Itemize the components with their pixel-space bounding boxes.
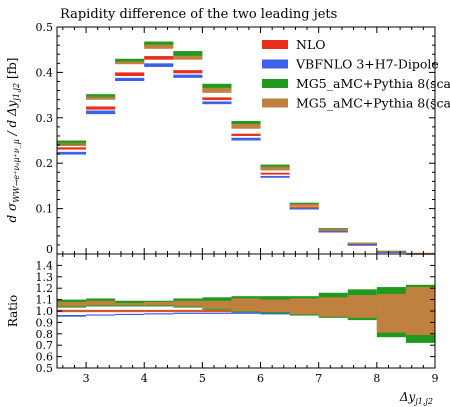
main-y-tick-label: 0.2 [36,157,54,170]
legend-swatch-2 [262,79,288,88]
main-panel-bands [57,41,435,255]
x-axis-label: Δyj1,j2 [399,390,433,406]
ratio-band-series-1-bin-1 [86,314,116,316]
x-tick-label: 5 [199,372,206,385]
legend-swatch-3 [262,98,288,108]
ratio-band-series-3-bin-3 [144,301,174,306]
ratio-band-series-1-bin-4 [173,312,203,314]
x-tick-label: 8 [373,372,380,385]
ratio-band-series-1-bin-7 [260,312,290,315]
main-y-axis: 0.1 0.2 0.3 0.4 0.5 0 [36,21,435,256]
svg-text:d σWW→e⁺νₑμ⁺ν_μ / d Δyj1,j2 [f: d σWW→e⁺νₑμ⁺ν_μ / d Δyj1,j2 [fb] [5,58,21,223]
ratio-y-tick-label: 1.4 [36,259,54,272]
ratio-band-series-3-bin-9 [318,297,348,317]
x-tick-label: 7 [315,372,322,385]
ratio-y-axis: 0.50.60.70.80.91.01.11.21.31.4 [36,259,435,375]
ratio-y-tick-label: 0.7 [36,339,54,352]
main-panel-lines [57,43,435,255]
band-series-2-bin-0 [57,140,87,146]
ratio-band-series-3-bin-5 [202,300,232,309]
band-series-3-bin-5 [202,87,232,93]
band-series-3-bin-6 [231,123,261,129]
legend-swatch-1 [262,59,288,69]
ratio-band-series-1-bin-6 [231,312,261,314]
main-y-zero-label: 0 [46,243,53,256]
ratio-y-tick-label: 1.1 [36,294,54,307]
ratio-band-series-3-bin-6 [231,298,261,311]
legend: NLO VBFNLO 3+H7-Dipole MG5_aMC+Pythia 8(sc… [262,37,450,111]
x-axis: 3 4 5 6 7 8 9 [62,27,439,385]
ratio-band-series-3-bin-10 [347,295,377,318]
band-series-3-bin-8 [289,203,319,207]
ratio-band-series-3-bin-0 [57,301,87,307]
main-y-tick-label: 0.4 [36,66,54,79]
band-series-3-bin-4 [173,55,203,60]
ratio-band-series-3-bin-8 [289,298,319,315]
x-tick-label: 9 [432,372,439,385]
ratio-band-series-1-bin-5 [202,312,232,314]
chart-title: Rapidity difference of the two leading j… [60,7,337,22]
ratio-panel-bands [57,284,435,343]
band-series-3-bin-9 [318,229,348,232]
ratio-y-label: Ratio [6,295,20,327]
ratio-y-tick-label: 1.0 [36,305,54,318]
ratio-band-series-1-bin-3 [144,313,174,315]
ratio-band-series-1-bin-2 [115,313,145,316]
ratio-band-series-3-bin-2 [115,303,145,306]
ratio-y-tick-label: 0.6 [36,351,54,364]
ratio-y-tick-label: 0.8 [36,328,54,341]
ratio-y-tick-label: 1.2 [36,282,54,295]
legend-swatch-0 [262,40,288,49]
legend-label-2: MG5_aMC+Pythia 8(scale [296,76,450,91]
ratio-band-series-3-bin-7 [260,299,290,313]
band-series-3-bin-3 [144,44,174,49]
x-tick-label: 3 [83,372,90,385]
ratio-band-series-3-bin-4 [173,300,203,307]
legend-label-3: MG5_aMC+Pythia 8(scale [296,96,450,111]
ratio-y-tick-label: 0.5 [36,362,54,375]
x-tick-label: 6 [257,372,264,385]
ratio-band-series-1-bin-0 [57,314,87,317]
ratio-band-series-3-bin-11 [376,293,406,333]
ratio-y-tick-label: 1.3 [36,271,54,284]
ratio-band-series-3-bin-1 [86,300,116,306]
main-y-tick-label: 0.3 [36,112,54,125]
legend-label-0: NLO [296,37,326,52]
ratio-y-tick-label: 0.9 [36,316,54,329]
main-y-tick-label: 0.1 [36,203,54,216]
legend-label-1: VBFNLO 3+H7-Dipole [295,57,439,72]
x-tick-label: 4 [141,372,148,385]
band-series-2-bin-4 [173,51,203,58]
main-y-tick-label: 0.5 [36,21,54,34]
y-axis-label-main: d σWW→e⁺νₑμ⁺ν_μ / d Δyj1,j2 [fb] [5,58,21,223]
